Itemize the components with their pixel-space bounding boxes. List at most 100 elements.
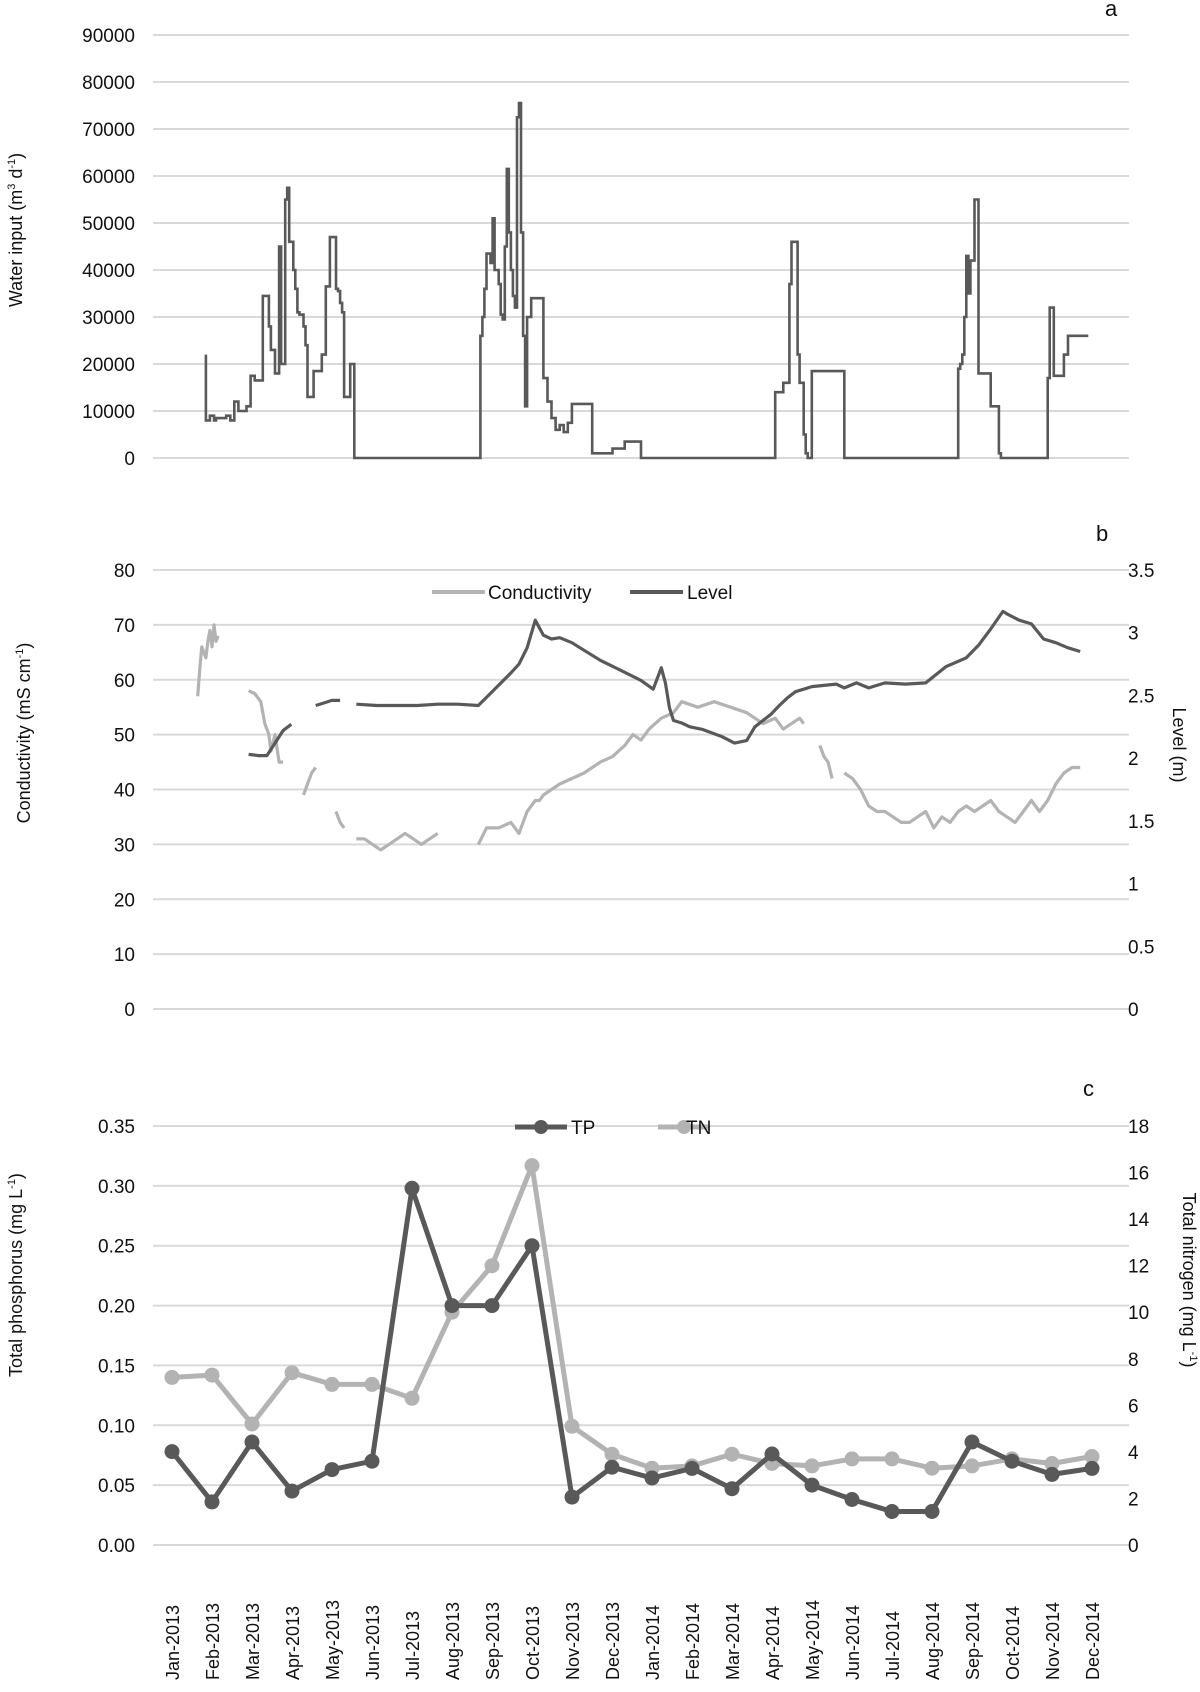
panel-c-y2-tick-label: 10 [1128, 1303, 1149, 1324]
panel-c-left-y-tick-labels: 0.35 0.30 0.25 0.20 0.15 0.10 0.05 0.00 [98, 1117, 135, 1557]
x-tick-label: Jun-2013 [363, 1605, 383, 1680]
tn-data-point [244, 1416, 260, 1432]
panel-a-y-tick-label: 10000 [82, 402, 135, 423]
tn-data-point [964, 1458, 980, 1474]
panel-a-y-tick-label: 20000 [82, 355, 135, 376]
panel-c-y-tick-label: 0.15 [98, 1356, 135, 1377]
tn-data-point [804, 1458, 820, 1474]
panel-b-y-tick-label: 20 [114, 890, 135, 911]
x-tick-label: May-2014 [803, 1600, 823, 1680]
tn-data-point [844, 1451, 860, 1467]
panel-c-x-tick-labels: Jan-2013 Feb-2013 Mar-2013 Apr-2013 May-2013… [163, 1600, 1103, 1680]
panel-c-series [164, 1158, 1100, 1519]
panel-c-legend: TP TN [515, 1118, 711, 1139]
panel-a-y-tick-label: 50000 [82, 214, 135, 235]
panel-c-y-tick-label: 0.25 [98, 1237, 135, 1258]
tp-data-point [1084, 1460, 1100, 1476]
x-tick-label: Feb-2013 [203, 1603, 223, 1680]
tp-data-point [284, 1483, 300, 1499]
panel-c-y2-tick-label: 4 [1128, 1443, 1139, 1464]
panel-c-y2-tick-label: 8 [1128, 1350, 1139, 1371]
panel-b-y2-tick-label: 1.5 [1128, 812, 1154, 833]
panel-c-right-y-tick-labels: 18 16 14 12 10 8 6 4 2 0 [1128, 1117, 1150, 1557]
tp-data-point [204, 1494, 220, 1510]
tn-data-point [604, 1446, 620, 1462]
x-tick-label: Oct-2014 [1003, 1606, 1023, 1680]
tp-data-point [364, 1453, 380, 1469]
panel-c-y2-tick-label: 14 [1128, 1210, 1150, 1231]
panel-a-y-tick-label: 90000 [82, 26, 135, 47]
tp-data-point [324, 1462, 340, 1478]
conductivity-series-segment [334, 810, 346, 829]
tp-data-point [764, 1446, 780, 1462]
x-tick-label: Dec-2013 [603, 1602, 623, 1680]
x-tick-label: Mar-2014 [723, 1603, 743, 1680]
tp-data-point [724, 1481, 740, 1497]
tn-data-point [1084, 1449, 1100, 1464]
panel-b-y2-tick-label: 2.5 [1128, 686, 1154, 707]
panel-b-y-tick-label: 40 [114, 781, 135, 802]
panel-a-series [204, 101, 1089, 460]
panel-a-y-tick-label: 70000 [82, 120, 135, 141]
legend-tp-marker [534, 1120, 548, 1134]
panel-a-y-tick-label: 40000 [82, 261, 135, 282]
level-series-segment [356, 609, 1081, 745]
tp-data-point [524, 1238, 540, 1254]
x-tick-label: Jun-2014 [843, 1605, 863, 1680]
panel-b-legend: Conductivity Level [432, 583, 732, 604]
panel-b-y-tick-label: 80 [114, 561, 135, 582]
tn-data-point [364, 1376, 380, 1392]
panel-b-y-tick-label: 50 [114, 726, 135, 747]
panel-a-y-axis-title: Water input (m3 d-1) [6, 153, 26, 307]
tp-data-point [1004, 1453, 1020, 1469]
panel-c-y-tick-label: 0.05 [98, 1476, 135, 1497]
panel-c-y-tick-label: 0.35 [98, 1117, 135, 1138]
legend-tp-label: TP [571, 1118, 595, 1139]
legend-tn-label: TN [686, 1118, 711, 1139]
tn-data-point [404, 1390, 420, 1406]
panel-b-series [196, 609, 1081, 852]
tn-data-point [204, 1367, 220, 1383]
x-tick-label: Feb-2014 [683, 1603, 703, 1680]
tp-data-point [964, 1434, 980, 1450]
panel-a-label: a [1105, 0, 1118, 21]
panel-c-y2-tick-label: 0 [1128, 1536, 1139, 1557]
tp-data-point [244, 1434, 260, 1450]
tn-data-point [164, 1369, 180, 1385]
tn-data-point [484, 1258, 500, 1274]
tp-data-point [804, 1477, 820, 1493]
x-tick-label: Aug-2014 [923, 1602, 943, 1680]
x-tick-label: Dec-2014 [1083, 1602, 1103, 1680]
conductivity-series-segment [356, 831, 439, 852]
panel-b-y-tick-label: 10 [114, 945, 135, 966]
panel-c-y-tick-label: 0.20 [98, 1297, 135, 1318]
tn-data-point [924, 1460, 940, 1476]
x-tick-label: Apr-2013 [283, 1606, 303, 1680]
panel-c-nutrients-chart: c 0.350.300.250.200.150.100.050.00 18161… [6, 1076, 1199, 1680]
panel-c-y-axis-title: Total phosphorus (mg L-1) [6, 1173, 26, 1377]
x-tick-label: Nov-2014 [1043, 1602, 1063, 1680]
panel-a-y-tick-label: 30000 [82, 308, 135, 329]
panel-c-y2-tick-label: 12 [1128, 1257, 1149, 1278]
conductivity-series-segment [301, 766, 317, 796]
panel-b-y2-tick-label: 0 [1128, 1000, 1139, 1021]
tp-data-point [924, 1504, 940, 1519]
panel-c-y2-tick-label: 18 [1128, 1117, 1149, 1138]
panel-c-y-tick-label: 0.10 [98, 1416, 135, 1437]
tp-data-point [604, 1459, 620, 1475]
x-tick-label: Jan-2013 [163, 1605, 183, 1680]
conductivity-series-segment [818, 745, 834, 779]
tn-data-point [884, 1451, 900, 1467]
panel-b-y-axis-title: Conductivity (mS cm-1) [14, 643, 34, 824]
x-tick-label: Oct-2013 [523, 1606, 543, 1680]
panel-b-right-y-tick-labels: 3.5 3 2.5 2 1.5 1 0.5 0 [1128, 561, 1154, 1021]
panel-a-y-tick-label: 80000 [82, 73, 135, 94]
panel-c-y2-tick-label: 16 [1128, 1164, 1149, 1185]
panel-b-y2-tick-label: 1 [1128, 875, 1139, 896]
tp-data-point [484, 1298, 500, 1314]
x-tick-label: Aug-2013 [443, 1602, 463, 1680]
x-tick-label: May-2013 [323, 1600, 343, 1680]
legend-conductivity-label: Conductivity [488, 583, 592, 604]
tp-data-point [844, 1492, 860, 1507]
panel-a-y-tick-labels: 90000 80000 70000 60000 50000 40000 30000 20000… [82, 26, 135, 470]
